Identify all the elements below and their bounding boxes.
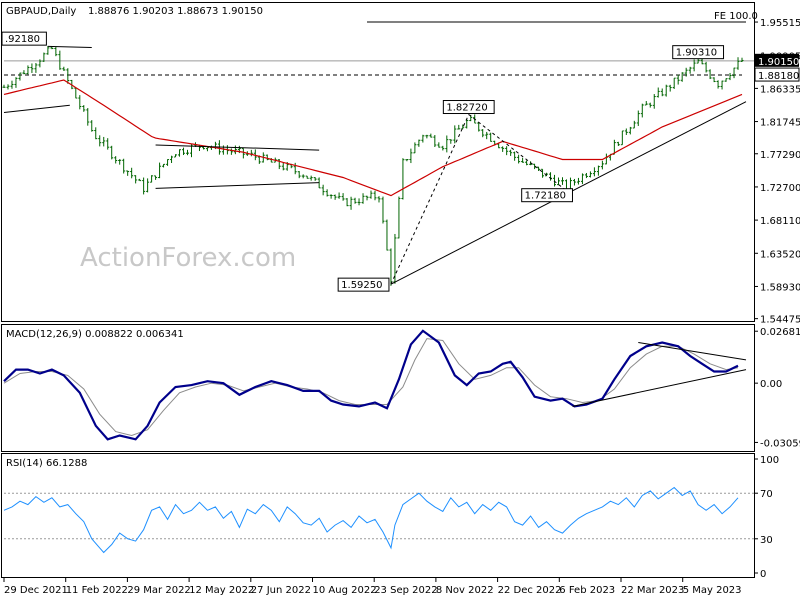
price-ytick-label: 1.81745: [760, 118, 800, 129]
swing-label-box-4: [337, 277, 390, 292]
last-price-label: 1.90150: [758, 57, 799, 68]
xtick-label: 27 Jun 2022: [251, 585, 311, 596]
xtick-label: 5 May 2023: [683, 585, 742, 596]
swing-label-box-1: [442, 100, 495, 115]
xtick-label: 22 Mar 2023: [621, 585, 684, 596]
trendline-6: [468, 114, 567, 192]
trendline-2: [155, 144, 320, 151]
last-price-box: [755, 53, 799, 67]
level-price-box: [754, 67, 800, 82]
xtick-label: 23 Sep 2022: [374, 585, 437, 596]
macd-panel: [1, 324, 755, 452]
swing-label-4: 1.59250: [341, 280, 382, 291]
macd-trendline-0: [638, 341, 747, 361]
price-ytick-label: 1.68110: [760, 216, 800, 227]
xtick-label: 6 Feb 2023: [559, 585, 615, 596]
macd-series: [3, 329, 747, 441]
fe-label: FE 100.0: [714, 11, 758, 22]
level-price-label: 1.88180: [758, 71, 799, 82]
price-panel: [1, 2, 755, 322]
xtick-label: 11 Feb 2022: [66, 585, 128, 596]
xtick-label: 12 May 2022: [189, 585, 254, 596]
trendline-5: [390, 114, 470, 285]
price-ytick-label: 1.72700: [760, 183, 800, 194]
price-ytick-label: 1.63520: [760, 249, 800, 260]
xtick-label: 29 Mar 2022: [127, 585, 190, 596]
swing-label-0: .92180: [5, 34, 40, 45]
rsi-line: [3, 486, 739, 554]
trendline-0: [3, 104, 70, 113]
swing-label-box-0: [1, 31, 47, 46]
rsi-ytick-label: 100: [760, 455, 779, 466]
macd-ytick-label: 0.026811: [760, 327, 800, 338]
swing-label-1: 1.82720: [446, 103, 487, 114]
price-ytick-label: 1.86335: [760, 84, 800, 95]
moving-average-line: [3, 79, 743, 197]
axes: 1.955151.909051.863351.817451.772901.727…: [3, 18, 800, 596]
macd-trendline-1: [572, 369, 747, 407]
trendline-1: [47, 45, 92, 48]
macd-ytick-label: 0.00: [760, 379, 782, 390]
rsi-series: [3, 486, 754, 554]
swing-label-box-2: [521, 188, 573, 203]
xtick-label: 22 Dec 2022: [498, 585, 562, 596]
swing-label-box-3: [672, 45, 725, 60]
macd-macd-line: [3, 329, 739, 441]
xtick-label: 10 Aug 2022: [313, 585, 377, 596]
price-ytick-label: 1.77290: [760, 150, 800, 161]
price-header-ohlc: 1.88876 1.90203 1.88673 1.90150: [88, 6, 263, 17]
swing-label-2: 1.72180: [525, 191, 566, 202]
swing-label-3: 1.90310: [676, 48, 717, 59]
price-ytick-label: 1.58930: [760, 282, 800, 293]
trendline-3: [155, 182, 320, 189]
price-ytick-label: 1.95515: [760, 18, 800, 29]
rsi-ytick-label: 0: [760, 569, 766, 580]
watermark: ActionForex.com: [80, 243, 296, 273]
rsi-panel: [1, 453, 755, 578]
price-ytick-label: 1.54475: [760, 315, 800, 326]
xtick-label: 8 Nov 2022: [436, 585, 494, 596]
rsi-ytick-label: 30: [760, 535, 773, 546]
macd-header: MACD(12,26,9) 0.008822 0.006341: [6, 329, 184, 340]
xtick-label: 29 Dec 2021: [4, 585, 68, 596]
rsi-ytick-label: 70: [760, 489, 773, 500]
price-series: FE 100.0 .92180 1.82720 1.72180 1.90310 1.592…: [1, 11, 758, 292]
rsi-header: RSI(14) 66.1288: [6, 458, 87, 469]
macd-ytick-label: -0.030592: [760, 438, 800, 449]
price-header-symbol: GBPAUD,Daily: [6, 6, 76, 17]
